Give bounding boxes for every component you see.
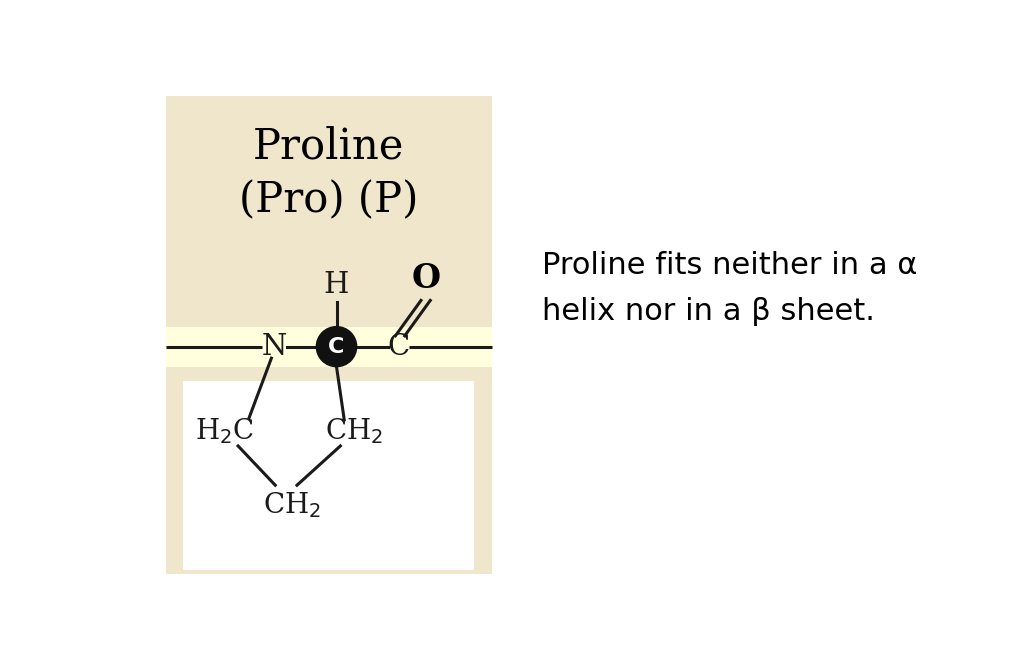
Text: CH$_2$: CH$_2$	[326, 416, 384, 446]
Circle shape	[317, 326, 356, 367]
Bar	[183, 381, 474, 570]
Text: Proline: Proline	[253, 125, 404, 167]
Text: N: N	[262, 332, 287, 361]
Text: H$_2$C: H$_2$C	[194, 416, 253, 446]
Bar	[166, 326, 492, 367]
Text: Proline fits neither in a α: Proline fits neither in a α	[542, 252, 917, 280]
Text: helix nor in a β sheet.: helix nor in a β sheet.	[542, 297, 874, 326]
Text: H: H	[324, 271, 349, 299]
Text: O: O	[411, 262, 440, 295]
Text: C: C	[388, 332, 409, 361]
Text: CH$_2$: CH$_2$	[264, 491, 322, 520]
Text: (Pro) (P): (Pro) (P)	[239, 179, 418, 221]
Bar	[166, 97, 492, 574]
Text: C: C	[329, 337, 345, 357]
